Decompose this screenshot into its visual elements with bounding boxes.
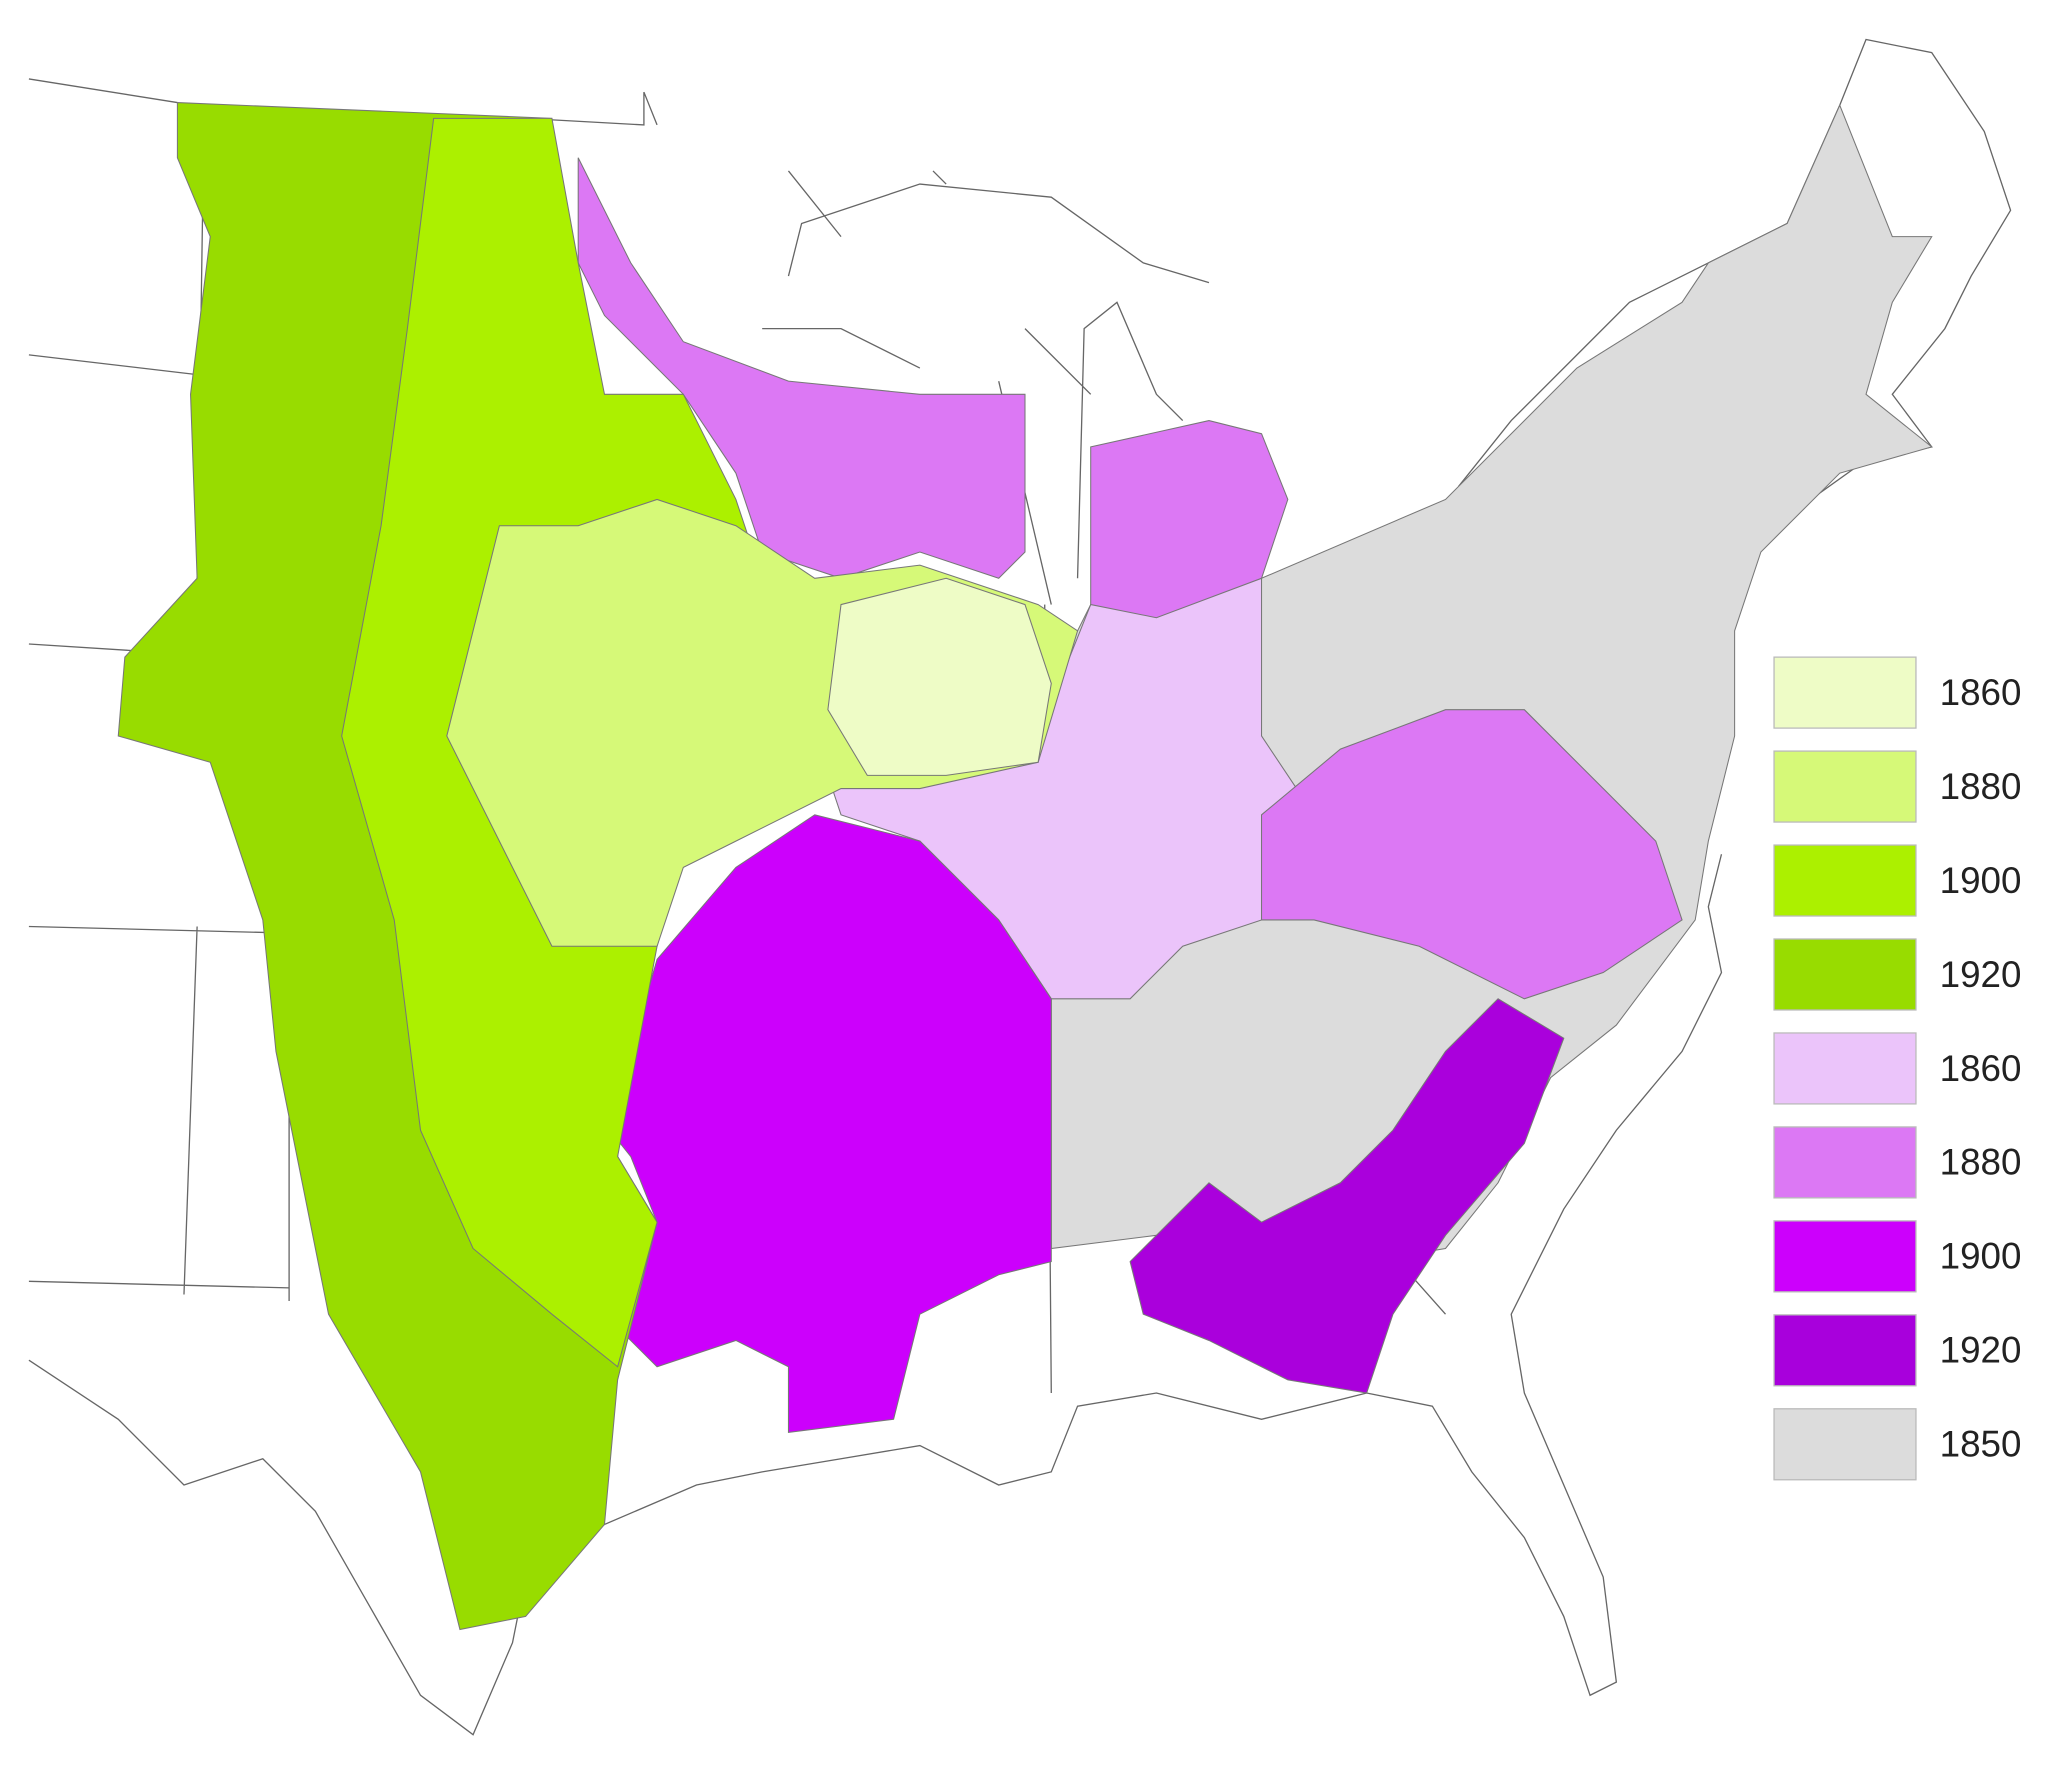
legend-label: 1900	[1940, 1236, 2022, 1277]
legend-swatch	[1773, 1408, 1917, 1481]
region-purple-east	[1261, 709, 1683, 1000]
coastline	[28, 854, 1723, 1736]
legend-swatch	[1773, 938, 1917, 1011]
legend-label: 1850	[1940, 1424, 2022, 1465]
legend-swatch	[1773, 750, 1917, 823]
regions	[117, 102, 1933, 1631]
region-purple-mid	[577, 157, 1026, 579]
legend-swatch	[1773, 844, 1917, 917]
legend-swatch	[1773, 656, 1917, 729]
legend-label: 1920	[1940, 954, 2022, 995]
legend-label: 1920	[1940, 1330, 2022, 1371]
legend-label: 1860	[1940, 1048, 2022, 1089]
region-purple-dark-2	[1129, 998, 1565, 1394]
region-purple-mid-2	[1090, 420, 1289, 619]
legend-label: 1860	[1940, 672, 2022, 713]
legend-swatch	[1773, 1220, 1917, 1293]
legend-swatch	[1773, 1314, 1917, 1387]
legend-label: 1880	[1940, 1142, 2022, 1183]
region-purple-dark	[577, 814, 1052, 1434]
legend-swatch	[1773, 1126, 1917, 1199]
legend: 1860 1880 1900 1920 1860 1880 1900 1920 1850	[1773, 656, 2022, 1481]
region-green-1860	[827, 577, 1052, 776]
legend-swatch	[1773, 1032, 1917, 1105]
legend-label: 1880	[1940, 766, 2022, 807]
legend-label: 1900	[1940, 860, 2022, 901]
